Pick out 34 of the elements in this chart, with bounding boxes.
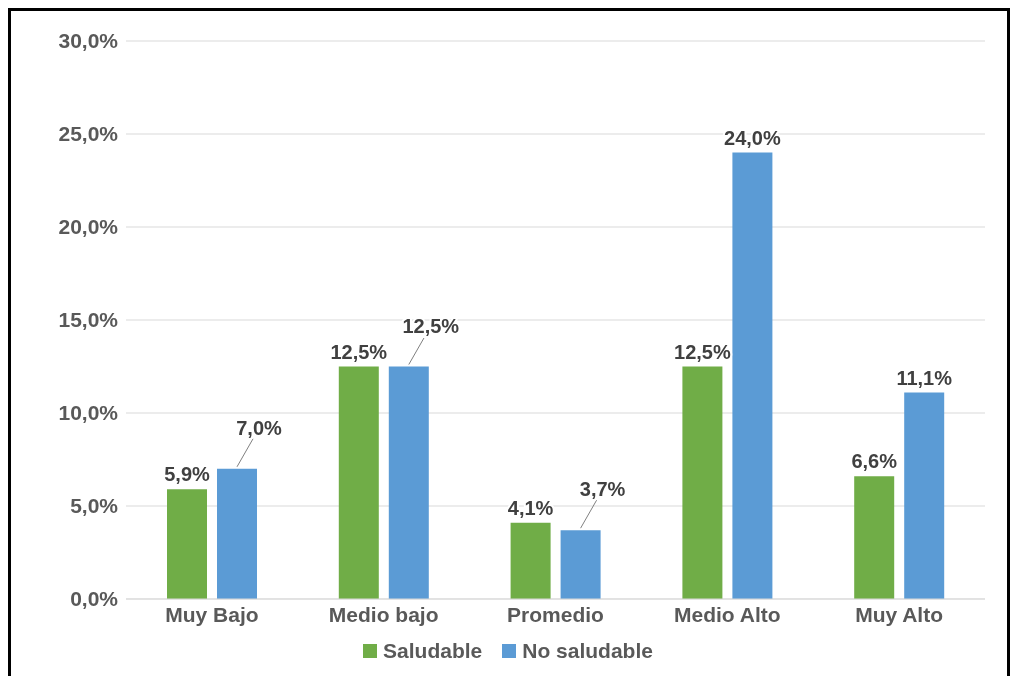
bar bbox=[167, 489, 207, 599]
data-label: 3,7% bbox=[579, 478, 626, 501]
data-label: 12,5% bbox=[674, 340, 731, 363]
bar bbox=[560, 530, 601, 599]
legend-label: No saludable bbox=[522, 639, 653, 663]
data-label: 7,0% bbox=[236, 416, 283, 439]
x-tick-label: Medio Alto bbox=[674, 602, 781, 626]
data-label: 11,1% bbox=[896, 366, 953, 389]
data-label: 4,1% bbox=[507, 496, 554, 519]
legend-label: Saludable bbox=[383, 639, 483, 663]
y-tick-label: 5,0% bbox=[70, 494, 119, 518]
bar bbox=[338, 366, 379, 599]
bar bbox=[388, 366, 429, 599]
bar bbox=[217, 468, 257, 599]
bar bbox=[904, 392, 945, 599]
y-tick-label: 10,0% bbox=[58, 401, 119, 425]
bar bbox=[854, 476, 895, 599]
data-label: 12,5% bbox=[330, 340, 388, 363]
y-tick-label: 0,0% bbox=[70, 587, 119, 611]
y-tick-label: 20,0% bbox=[58, 215, 119, 239]
y-tick-label: 25,0% bbox=[58, 122, 119, 146]
data-label: 5,9% bbox=[164, 463, 211, 486]
bar bbox=[682, 366, 723, 599]
bar bbox=[732, 152, 773, 599]
y-tick-label: 15,0% bbox=[58, 308, 119, 332]
x-tick-label: Promedio bbox=[507, 602, 604, 626]
data-label: 12,5% bbox=[402, 314, 460, 337]
data-label: 24,0% bbox=[724, 126, 781, 149]
y-tick-label: 30,0% bbox=[58, 29, 119, 53]
data-label: 6,6% bbox=[851, 450, 898, 473]
x-tick-label: Medio bajo bbox=[328, 602, 439, 626]
x-tick-label: Muy Bajo bbox=[165, 602, 259, 626]
bar bbox=[510, 522, 551, 599]
x-tick-label: Muy Alto bbox=[855, 602, 944, 626]
